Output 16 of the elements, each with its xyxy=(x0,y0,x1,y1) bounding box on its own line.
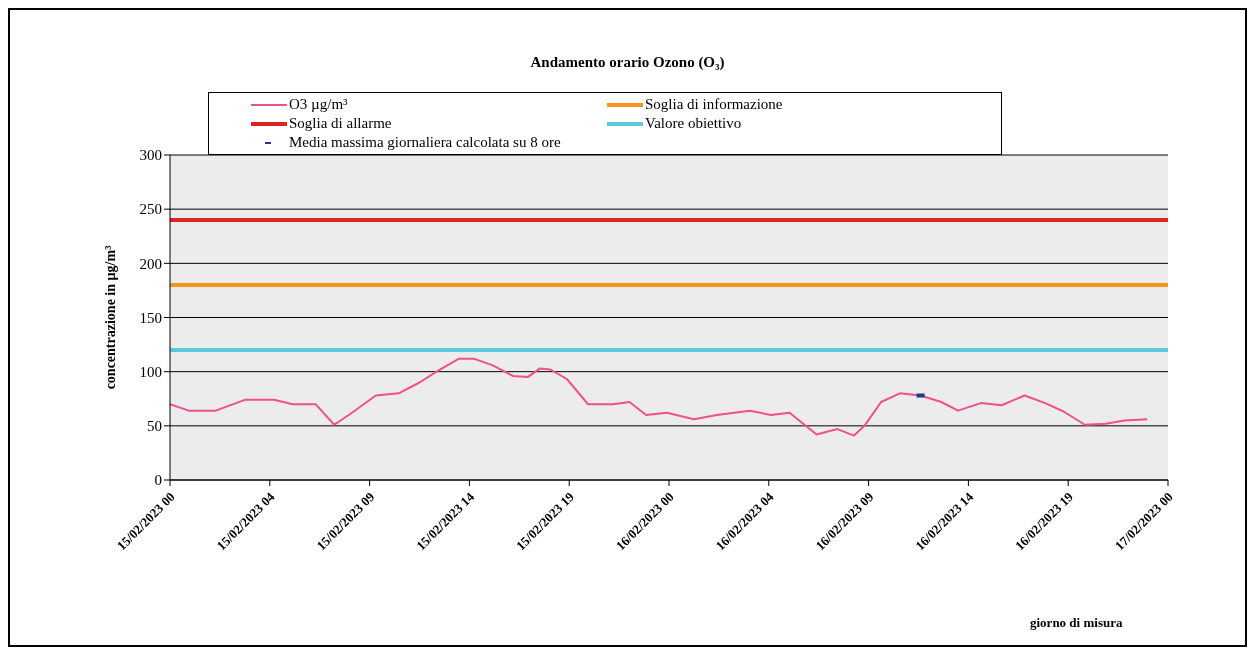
legend-label: Soglia di informazione xyxy=(645,96,783,113)
y-tick-label: 100 xyxy=(139,363,162,380)
y-tick-label: 250 xyxy=(139,201,162,218)
y-tick-label: 50 xyxy=(147,418,162,435)
y-tick-label: 0 xyxy=(154,472,162,489)
y-tick-label: 150 xyxy=(139,309,162,326)
legend-label: O3 µg/m³ xyxy=(289,96,348,113)
chart-title: Andamento orario Ozono (O₃) xyxy=(529,54,726,71)
line-series xyxy=(170,357,1149,437)
legend-label: Soglia di allarme xyxy=(289,115,392,132)
y-axis-title: concentrazione in µg/m³ xyxy=(102,245,118,390)
x-axis-title: giorno di misura xyxy=(1030,615,1123,631)
legend-label: Media massima giornaliera calcolata su 8 ore xyxy=(289,134,561,151)
y-tick-label: 200 xyxy=(139,255,162,272)
y-tick-label: 300 xyxy=(139,147,162,164)
legend-label: Valore obiettivo xyxy=(645,115,742,132)
